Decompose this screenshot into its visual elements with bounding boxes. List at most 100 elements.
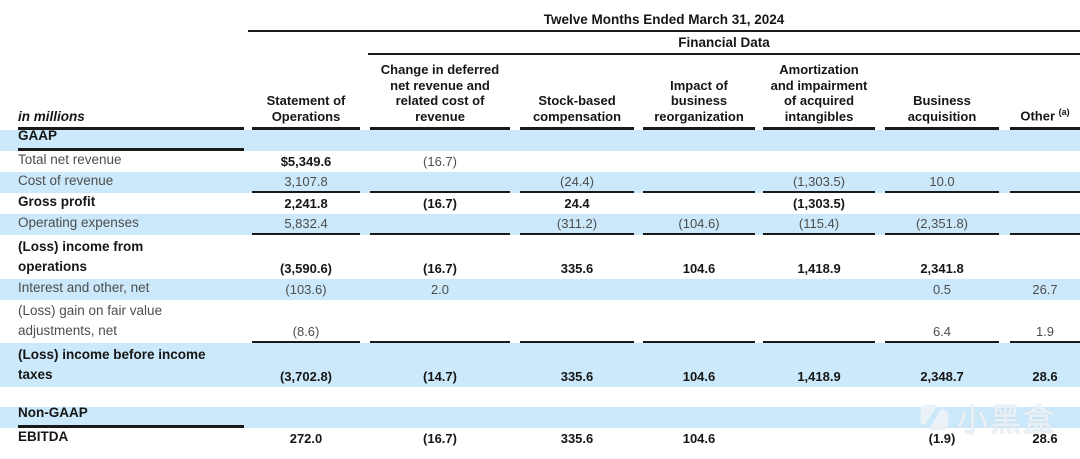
cell-ebitda-statement-of-operations: 272.0 xyxy=(289,431,323,446)
cell-gaap-change-in-deferred-revenue xyxy=(370,148,510,151)
cell-cost-of-revenue-business-acquisition: 10.0 xyxy=(885,174,999,193)
cell-loss-income-before-income-taxes-change-in-deferred-revenue: (14.7) xyxy=(423,369,457,384)
cell-cost-of-revenue-other xyxy=(1010,189,1080,193)
cell-operating-expenses-change-in-deferred-revenue xyxy=(370,231,510,235)
cell-loss-gain-fair-value-adjustments-stock-based-compensation xyxy=(520,339,634,343)
cell-ebitda-business-acquisition: (1.9) xyxy=(928,431,956,446)
table-row-cost-of-revenue: Cost of revenue 3,107.8 (24.4) (1,303.5) 10.… xyxy=(0,172,1080,193)
cell-operating-expenses-amortization-impairment-intangibles: (115.4) xyxy=(763,216,875,235)
cell-total-net-revenue-statement-of-operations: $5,349.6 xyxy=(280,154,332,169)
cell-gaap-stock-based-compensation xyxy=(520,148,634,151)
cell-total-net-revenue-business-acquisition xyxy=(885,169,999,172)
cell-gaap-other xyxy=(1010,148,1080,151)
cell-operating-expenses-impact-of-business-reorganization: (104.6) xyxy=(643,216,755,235)
period-title: Twelve Months Ended March 31, 2024 xyxy=(543,12,785,27)
col-header-other: Other (a) xyxy=(1010,100,1080,130)
table-body: GAAP Total net revenue $5,349.6 (16.7) Cost … xyxy=(0,128,1080,449)
cell-non-gaap-stock-based-compensation xyxy=(520,425,634,428)
cell-spacer-statement-of-operations xyxy=(252,404,360,407)
cell-interest-and-other-net-impact-of-business-reorganization xyxy=(643,297,755,300)
cell-gross-profit-business-acquisition xyxy=(885,211,999,214)
cell-gross-profit-change-in-deferred-revenue: (16.7) xyxy=(423,196,457,211)
cell-gaap-statement-of-operations xyxy=(252,148,360,151)
cell-interest-and-other-net-change-in-deferred-revenue: 2.0 xyxy=(430,282,450,297)
table-row-operating-expenses: Operating expenses 5,832.4 (311.2) (104.6) (… xyxy=(0,214,1080,235)
cell-operating-expenses-business-acquisition: (2,351.8) xyxy=(885,216,999,235)
cell-operating-expenses-statement-of-operations: 5,832.4 xyxy=(252,216,360,235)
cell-loss-income-before-income-taxes-stock-based-compensation: 335.6 xyxy=(560,369,594,384)
row-label-non-gaap: Non-GAAP xyxy=(18,403,244,428)
col-header-statement-of-operations: Statement of Operations xyxy=(252,88,360,130)
cell-non-gaap-amortization-impairment-intangibles xyxy=(763,425,875,428)
cell-interest-and-other-net-stock-based-compensation xyxy=(520,297,634,300)
table-row-interest-and-other-net: Interest and other, net (103.6) 2.0 0.5 26.7 xyxy=(0,279,1080,300)
cell-non-gaap-change-in-deferred-revenue xyxy=(370,425,510,428)
financial-data-header: Financial Data xyxy=(368,32,1080,55)
col-header-change-in-deferred-revenue: Change in deferred net revenue and relat… xyxy=(370,57,510,130)
row-label-loss-income-from-operations: (Loss) income from operations xyxy=(18,239,144,274)
cell-loss-income-before-income-taxes-statement-of-operations: (3,702.8) xyxy=(279,369,333,384)
cell-non-gaap-other xyxy=(1010,425,1080,428)
cell-loss-gain-fair-value-adjustments-statement-of-operations: (8.6) xyxy=(252,324,360,343)
cell-gaap-amortization-impairment-intangibles xyxy=(763,148,875,151)
cell-loss-gain-fair-value-adjustments-business-acquisition: 6.4 xyxy=(885,324,999,343)
cell-operating-expenses-stock-based-compensation: (311.2) xyxy=(520,216,634,235)
table-row-loss-income-before-income-taxes: (Loss) income before income taxes (3,702.… xyxy=(0,343,1080,387)
row-label-interest-and-other-net: Interest and other, net xyxy=(18,280,150,295)
row-label-gaap: GAAP xyxy=(18,126,244,151)
cell-spacer-stock-based-compensation xyxy=(520,404,634,407)
table-row-ebitda: EBITDA 272.0 (16.7) 335.6 104.6 (1.9) 28.6 xyxy=(0,428,1080,449)
cell-ebitda-other: 28.6 xyxy=(1032,431,1058,446)
cell-total-net-revenue-stock-based-compensation xyxy=(520,169,634,172)
cell-loss-income-before-income-taxes-business-acquisition: 2,348.7 xyxy=(920,369,964,384)
table-row-total-net-revenue: Total net revenue $5,349.6 (16.7) xyxy=(0,151,1080,172)
cell-gross-profit-impact-of-business-reorganization xyxy=(643,211,755,214)
cell-loss-income-from-operations-impact-of-business-reorganization: 104.6 xyxy=(682,261,716,276)
cell-spacer-impact-of-business-reorganization xyxy=(643,404,755,407)
cell-loss-income-from-operations-change-in-deferred-revenue: (16.7) xyxy=(423,261,457,276)
cell-loss-income-from-operations-statement-of-operations: (3,590.6) xyxy=(279,261,333,276)
col-header-amortization-impairment-intangibles: Amortization and impairment of acquired … xyxy=(763,57,875,130)
cell-cost-of-revenue-stock-based-compensation: (24.4) xyxy=(520,174,634,193)
cell-ebitda-change-in-deferred-revenue: (16.7) xyxy=(423,431,457,446)
cell-gaap-impact-of-business-reorganization xyxy=(643,148,755,151)
row-label-cost-of-revenue: Cost of revenue xyxy=(18,173,114,188)
cell-loss-income-from-operations-other xyxy=(1010,276,1080,279)
row-label-operating-expenses: Operating expenses xyxy=(18,215,139,230)
footnote-a-marker: (a) xyxy=(1058,107,1070,118)
row-label-gross-profit: Gross profit xyxy=(18,194,96,209)
cell-ebitda-impact-of-business-reorganization: 104.6 xyxy=(682,431,716,446)
cell-loss-gain-fair-value-adjustments-change-in-deferred-revenue xyxy=(370,339,510,343)
table-row-gross-profit: Gross profit 2,241.8 (16.7) 24.4 (1,303.5) xyxy=(0,193,1080,214)
cell-loss-income-from-operations-business-acquisition: 2,341.8 xyxy=(920,261,964,276)
cell-total-net-revenue-impact-of-business-reorganization xyxy=(643,169,755,172)
row-label-loss-gain-fair-value-adjustments: (Loss) gain on fair value adjustments, n… xyxy=(18,303,163,338)
cell-ebitda-stock-based-compensation: 335.6 xyxy=(560,431,594,446)
row-label-ebitda: EBITDA xyxy=(18,429,69,444)
table-row-spacer xyxy=(0,387,1080,407)
cell-gross-profit-other xyxy=(1010,211,1080,214)
col-header-impact-of-business-reorganization: Impact of business reorganization xyxy=(643,73,755,130)
table-row-non-gaap: Non-GAAP xyxy=(0,405,1080,428)
cell-ebitda-amortization-impairment-intangibles xyxy=(763,446,875,449)
cell-loss-income-before-income-taxes-other: 28.6 xyxy=(1032,369,1058,384)
cell-non-gaap-business-acquisition xyxy=(885,425,999,428)
cell-total-net-revenue-amortization-impairment-intangibles xyxy=(763,169,875,172)
financial-data-title: Financial Data xyxy=(678,35,770,50)
cell-loss-income-before-income-taxes-amortization-impairment-intangibles: 1,418.9 xyxy=(797,369,841,384)
table-row-gaap: GAAP xyxy=(0,128,1080,151)
cell-total-net-revenue-change-in-deferred-revenue: (16.7) xyxy=(423,154,457,169)
corner-label-in-millions: in millions xyxy=(18,104,244,130)
cell-non-gaap-impact-of-business-reorganization xyxy=(643,425,755,428)
cell-spacer-business-acquisition xyxy=(885,404,999,407)
period-header: Twelve Months Ended March 31, 2024 xyxy=(248,12,1080,32)
cell-cost-of-revenue-amortization-impairment-intangibles: (1,303.5) xyxy=(763,174,875,193)
cell-loss-income-before-income-taxes-impact-of-business-reorganization: 104.6 xyxy=(682,369,716,384)
table-row-loss-gain-fair-value-adjustments: (Loss) gain on fair value adjustments, n… xyxy=(0,300,1080,343)
cell-spacer-other xyxy=(1010,404,1080,407)
cell-cost-of-revenue-statement-of-operations: 3,107.8 xyxy=(252,174,360,193)
cell-loss-income-from-operations-amortization-impairment-intangibles: 1,418.9 xyxy=(797,261,841,276)
cell-interest-and-other-net-other: 26.7 xyxy=(1032,282,1058,297)
cell-interest-and-other-net-business-acquisition: 0.5 xyxy=(932,282,952,297)
